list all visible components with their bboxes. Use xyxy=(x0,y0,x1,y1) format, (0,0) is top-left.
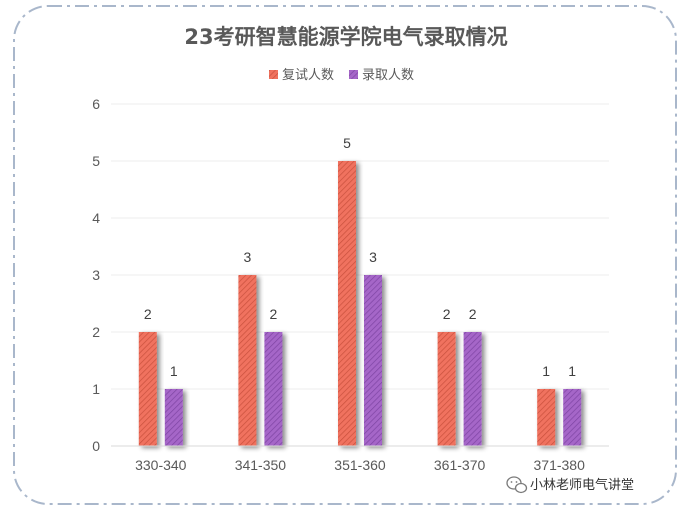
bar-series-1-371-380 xyxy=(537,389,556,446)
bar-series-1-361-370 xyxy=(437,332,456,446)
x-tick-label-4: 371-380 xyxy=(534,457,586,473)
bar-series-1-351-360 xyxy=(338,161,356,446)
data-label-series-1-351-360: 5 xyxy=(343,135,351,151)
legend-label-series-1: 复试人数 xyxy=(282,68,334,83)
data-label-series-2-341-350: 2 xyxy=(270,306,278,322)
y-axis-tick-labels: 0 1 2 3 4 5 6 xyxy=(92,96,100,454)
value-labels: 2 1 3 2 5 3 2 2 1 1 xyxy=(144,135,576,379)
data-label-series-2-351-360: 3 xyxy=(369,249,377,265)
x-tick-label-2: 351-360 xyxy=(334,457,386,473)
bar-series-2-351-360 xyxy=(364,275,382,446)
data-label-series-1-371-380: 1 xyxy=(542,363,550,379)
x-tick-label-0: 330-340 xyxy=(135,457,187,473)
y-tick-label-3: 3 xyxy=(92,267,100,283)
bar-series-2-330-340 xyxy=(164,389,183,446)
wechat-icon xyxy=(506,476,528,494)
x-tick-label-1: 341-350 xyxy=(235,457,287,473)
x-axis-tick-labels: 330-340 341-350 351-360 361-370 371-380 xyxy=(135,457,585,473)
data-label-series-2-361-370: 2 xyxy=(469,306,477,322)
y-tick-label-0: 0 xyxy=(92,438,100,454)
bar-series-2-341-350 xyxy=(264,332,283,446)
legend: 复试人数 录取人数 xyxy=(269,68,414,83)
bar-series-1-330-340 xyxy=(138,332,157,446)
bar-series-1-341-350 xyxy=(238,275,257,446)
y-tick-label-2: 2 xyxy=(92,324,100,340)
x-tick-label-3: 361-370 xyxy=(434,457,486,473)
data-label-series-2-371-380: 1 xyxy=(568,363,576,379)
bar-series-2-371-380 xyxy=(563,389,582,446)
legend-swatch-series-1 xyxy=(269,70,278,79)
y-tick-label-4: 4 xyxy=(92,210,100,226)
watermark: 小林老师电气讲堂 xyxy=(506,476,634,494)
y-tick-label-6: 6 xyxy=(92,96,100,112)
gridlines xyxy=(111,103,609,390)
data-label-series-2-330-340: 1 xyxy=(170,363,178,379)
chart-title: 23考研智慧能源学院电气录取情况 xyxy=(184,25,507,49)
data-label-series-1-330-340: 2 xyxy=(144,306,152,322)
bar-series-2-361-370 xyxy=(463,332,482,446)
bars xyxy=(138,161,582,446)
data-label-series-1-341-350: 3 xyxy=(244,249,252,265)
data-label-series-1-361-370: 2 xyxy=(443,306,451,322)
legend-swatch-series-2 xyxy=(349,70,358,79)
legend-label-series-2: 录取人数 xyxy=(362,68,414,83)
y-tick-label-5: 5 xyxy=(92,153,100,169)
watermark-text: 小林老师电气讲堂 xyxy=(530,477,634,493)
y-tick-label-1: 1 xyxy=(92,381,100,397)
